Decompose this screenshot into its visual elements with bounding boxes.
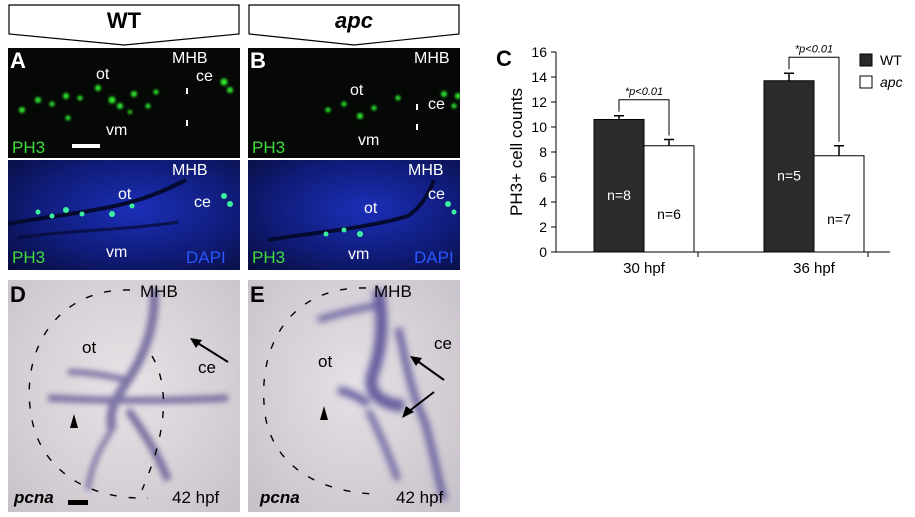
- label-vm: vm: [358, 132, 380, 149]
- label-ot: ot: [82, 338, 97, 357]
- bar: [593, 119, 645, 253]
- label-vm: vm: [348, 246, 370, 263]
- y-tick-label: 6: [539, 169, 547, 185]
- label-ot: ot: [350, 82, 364, 99]
- label-ph3: PH3: [12, 248, 46, 267]
- label-ot: ot: [364, 200, 378, 217]
- legend-label: apc: [880, 74, 903, 90]
- label-gene: pcna: [260, 488, 300, 507]
- label-ce: ce: [428, 186, 445, 203]
- label-stage: 42 hpf: [172, 488, 220, 507]
- y-tick-label: 14: [531, 69, 547, 85]
- mhb-marker: [416, 104, 418, 110]
- label-ph3: PH3: [252, 248, 286, 267]
- n-label: n=7: [827, 211, 851, 227]
- pcna-stain-d: [28, 287, 229, 499]
- panel-letter-b: B: [250, 48, 266, 73]
- legend-label: WT: [880, 52, 902, 68]
- panel-b-dapi-image: ot vm MHB ce PH3 DAPI: [248, 160, 460, 270]
- panel-letter-c: C: [496, 46, 512, 71]
- y-tick-label: 16: [531, 44, 547, 60]
- n-label: n=8: [607, 187, 631, 203]
- n-label: n=6: [657, 206, 681, 222]
- bar: [643, 145, 695, 253]
- label-ot: ot: [318, 352, 333, 371]
- y-axis-label: PH3+ cell counts: [507, 88, 526, 216]
- label-vm: vm: [106, 122, 128, 139]
- apc-header-label: apc: [335, 8, 373, 33]
- label-ph3: PH3: [252, 138, 286, 157]
- label-ce: ce: [434, 334, 452, 353]
- y-tick-label: 12: [531, 94, 547, 110]
- dapi-signal-a: [8, 178, 233, 240]
- label-ot: ot: [118, 186, 132, 203]
- mhb-marker: [416, 124, 418, 130]
- bar: [763, 80, 815, 253]
- panel-a-dapi-image: ot vm MHB ce PH3 DAPI: [8, 160, 240, 270]
- mhb-marker: [186, 120, 188, 126]
- ph3-bar-chart: 0 2 4 6 8 10 12 14 16 PH3+ cell counts 30 hpf n=8 n=…: [507, 43, 903, 277]
- panel-letter-a: A: [10, 48, 26, 73]
- panel-letter-d: D: [10, 282, 26, 307]
- label-mhb: MHB: [140, 282, 178, 301]
- mhb-marker: [186, 88, 188, 94]
- legend-swatch: [859, 75, 873, 89]
- y-tick-label: 4: [539, 194, 547, 210]
- significance-bracket: [788, 56, 840, 142]
- label-stage: 42 hpf: [396, 488, 444, 507]
- y-tick-label: 8: [539, 144, 547, 160]
- label-ot: ot: [96, 66, 110, 83]
- scale-bar: [68, 500, 88, 505]
- label-ce: ce: [194, 194, 211, 211]
- scale-bar: [72, 144, 100, 148]
- dapi-signal-b: [267, 179, 457, 242]
- panel-d-image: D MHB ot ce pcna 42 hpf: [8, 280, 240, 512]
- wt-header-arrow: [8, 4, 240, 46]
- legend-swatch: [859, 53, 873, 67]
- n-label: n=5: [777, 167, 801, 183]
- significance-bracket: [618, 99, 670, 136]
- label-dapi: DAPI: [186, 248, 226, 267]
- panel-a-ph3-image: A ot vm MHB ce PH3: [8, 48, 240, 158]
- y-tick-label: 10: [531, 119, 547, 135]
- x-tick-label: 36 hpf: [793, 260, 836, 277]
- label-gene: pcna: [14, 488, 54, 507]
- label-ce: ce: [196, 68, 213, 85]
- label-dapi: DAPI: [414, 248, 454, 267]
- label-mhb: MHB: [414, 50, 450, 67]
- y-tick-label: 0: [539, 244, 547, 260]
- panel-b-ph3-image: B ot vm MHB ce PH3: [248, 48, 460, 158]
- label-vm: vm: [106, 244, 128, 261]
- ph3-signal-b: [325, 91, 460, 119]
- y-tick-label: 2: [539, 219, 547, 235]
- label-ce: ce: [198, 358, 216, 377]
- label-ce: ce: [428, 96, 445, 113]
- wt-header-label: WT: [106, 8, 142, 33]
- label-mhb: MHB: [172, 162, 208, 179]
- significance-label: *p<0.01: [625, 86, 663, 98]
- label-mhb: MHB: [374, 282, 412, 301]
- ph3-signal-a: [19, 78, 233, 121]
- panel-letter-e: E: [250, 282, 265, 307]
- label-mhb: MHB: [172, 50, 208, 67]
- label-ph3: PH3: [12, 138, 46, 157]
- apc-header-arrow: [248, 4, 460, 46]
- label-mhb: MHB: [408, 162, 444, 179]
- pcna-stain-e: [262, 287, 448, 501]
- panel-e-image: E MHB ot ce pcna 42 hpf: [248, 280, 460, 512]
- bar: [813, 155, 865, 253]
- significance-label: *p<0.01: [795, 43, 833, 55]
- x-tick-label: 30 hpf: [623, 260, 666, 277]
